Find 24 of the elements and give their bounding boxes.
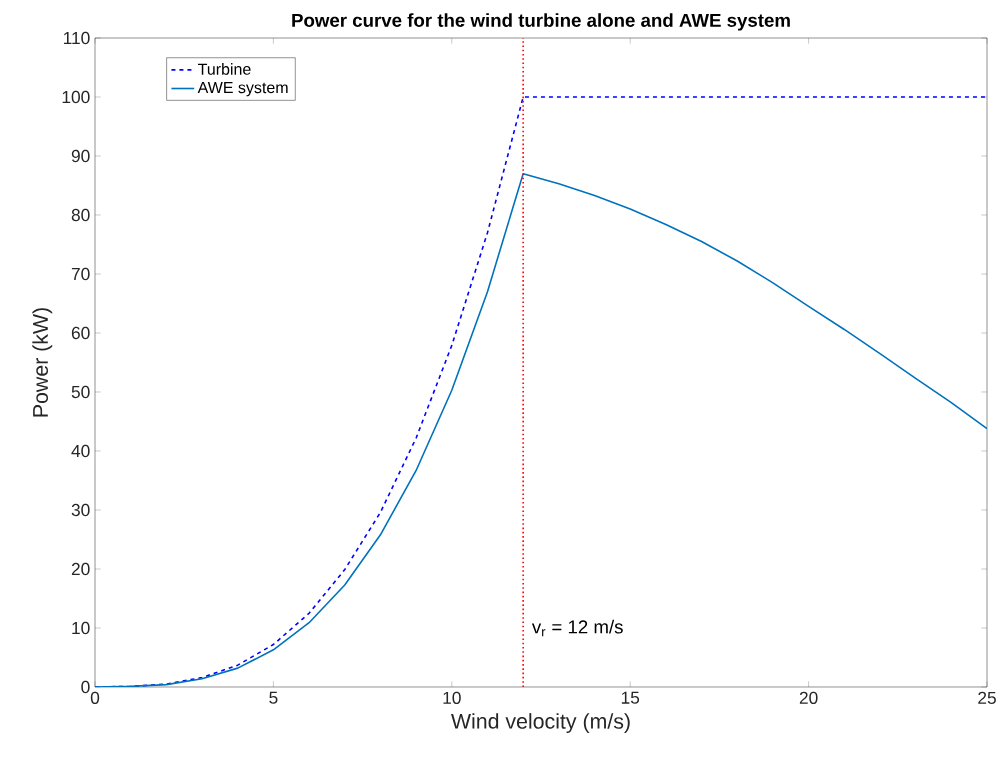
annotation: v$_{r}$ = 12 m/s: [531, 619, 623, 637]
y-tick-label: 90: [71, 149, 90, 163]
y-tick-label: 50: [71, 385, 90, 399]
y-tick-label: 0: [81, 680, 90, 694]
x-tick-label: 20: [799, 691, 818, 704]
y-tick-label: 110: [63, 31, 90, 45]
legend-label: AWE system: [197, 82, 288, 97]
y-tick-label: 100: [62, 90, 90, 104]
x-tick-label: 25: [978, 691, 996, 704]
chart-title: Power curve for the wind turbine alone and AWE system: [292, 13, 790, 31]
y-axis-title: Power (kW): [32, 308, 53, 417]
y-tick-label: 20: [71, 562, 90, 576]
y-tick-label: 40: [71, 444, 90, 458]
x-tick-label: 15: [621, 691, 640, 704]
x-tick-label: 5: [269, 691, 278, 704]
y-tick-label: 80: [71, 208, 90, 222]
y-tick-label: 30: [71, 503, 90, 517]
x-tick-label: 10: [443, 691, 461, 704]
x-axis-title: Wind velocity (m/s): [451, 713, 630, 734]
x-tick-label: 0: [90, 691, 100, 704]
y-tick-label: 60: [71, 326, 90, 340]
legend-label: Turbine: [198, 63, 251, 75]
y-tick-label: 70: [71, 267, 90, 281]
y-tick-label: 10: [72, 621, 90, 635]
